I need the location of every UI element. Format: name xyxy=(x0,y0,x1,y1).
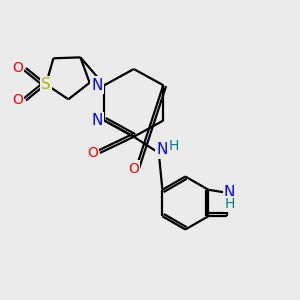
Text: O: O xyxy=(12,93,23,107)
Text: N: N xyxy=(156,142,167,158)
Text: N: N xyxy=(91,113,103,128)
Text: N: N xyxy=(91,78,103,93)
Text: O: O xyxy=(128,161,139,176)
Text: O: O xyxy=(12,61,23,75)
Text: H: H xyxy=(224,197,235,211)
Text: N: N xyxy=(224,185,235,200)
Text: S: S xyxy=(41,77,51,92)
Text: H: H xyxy=(168,139,179,153)
Text: O: O xyxy=(87,146,98,160)
